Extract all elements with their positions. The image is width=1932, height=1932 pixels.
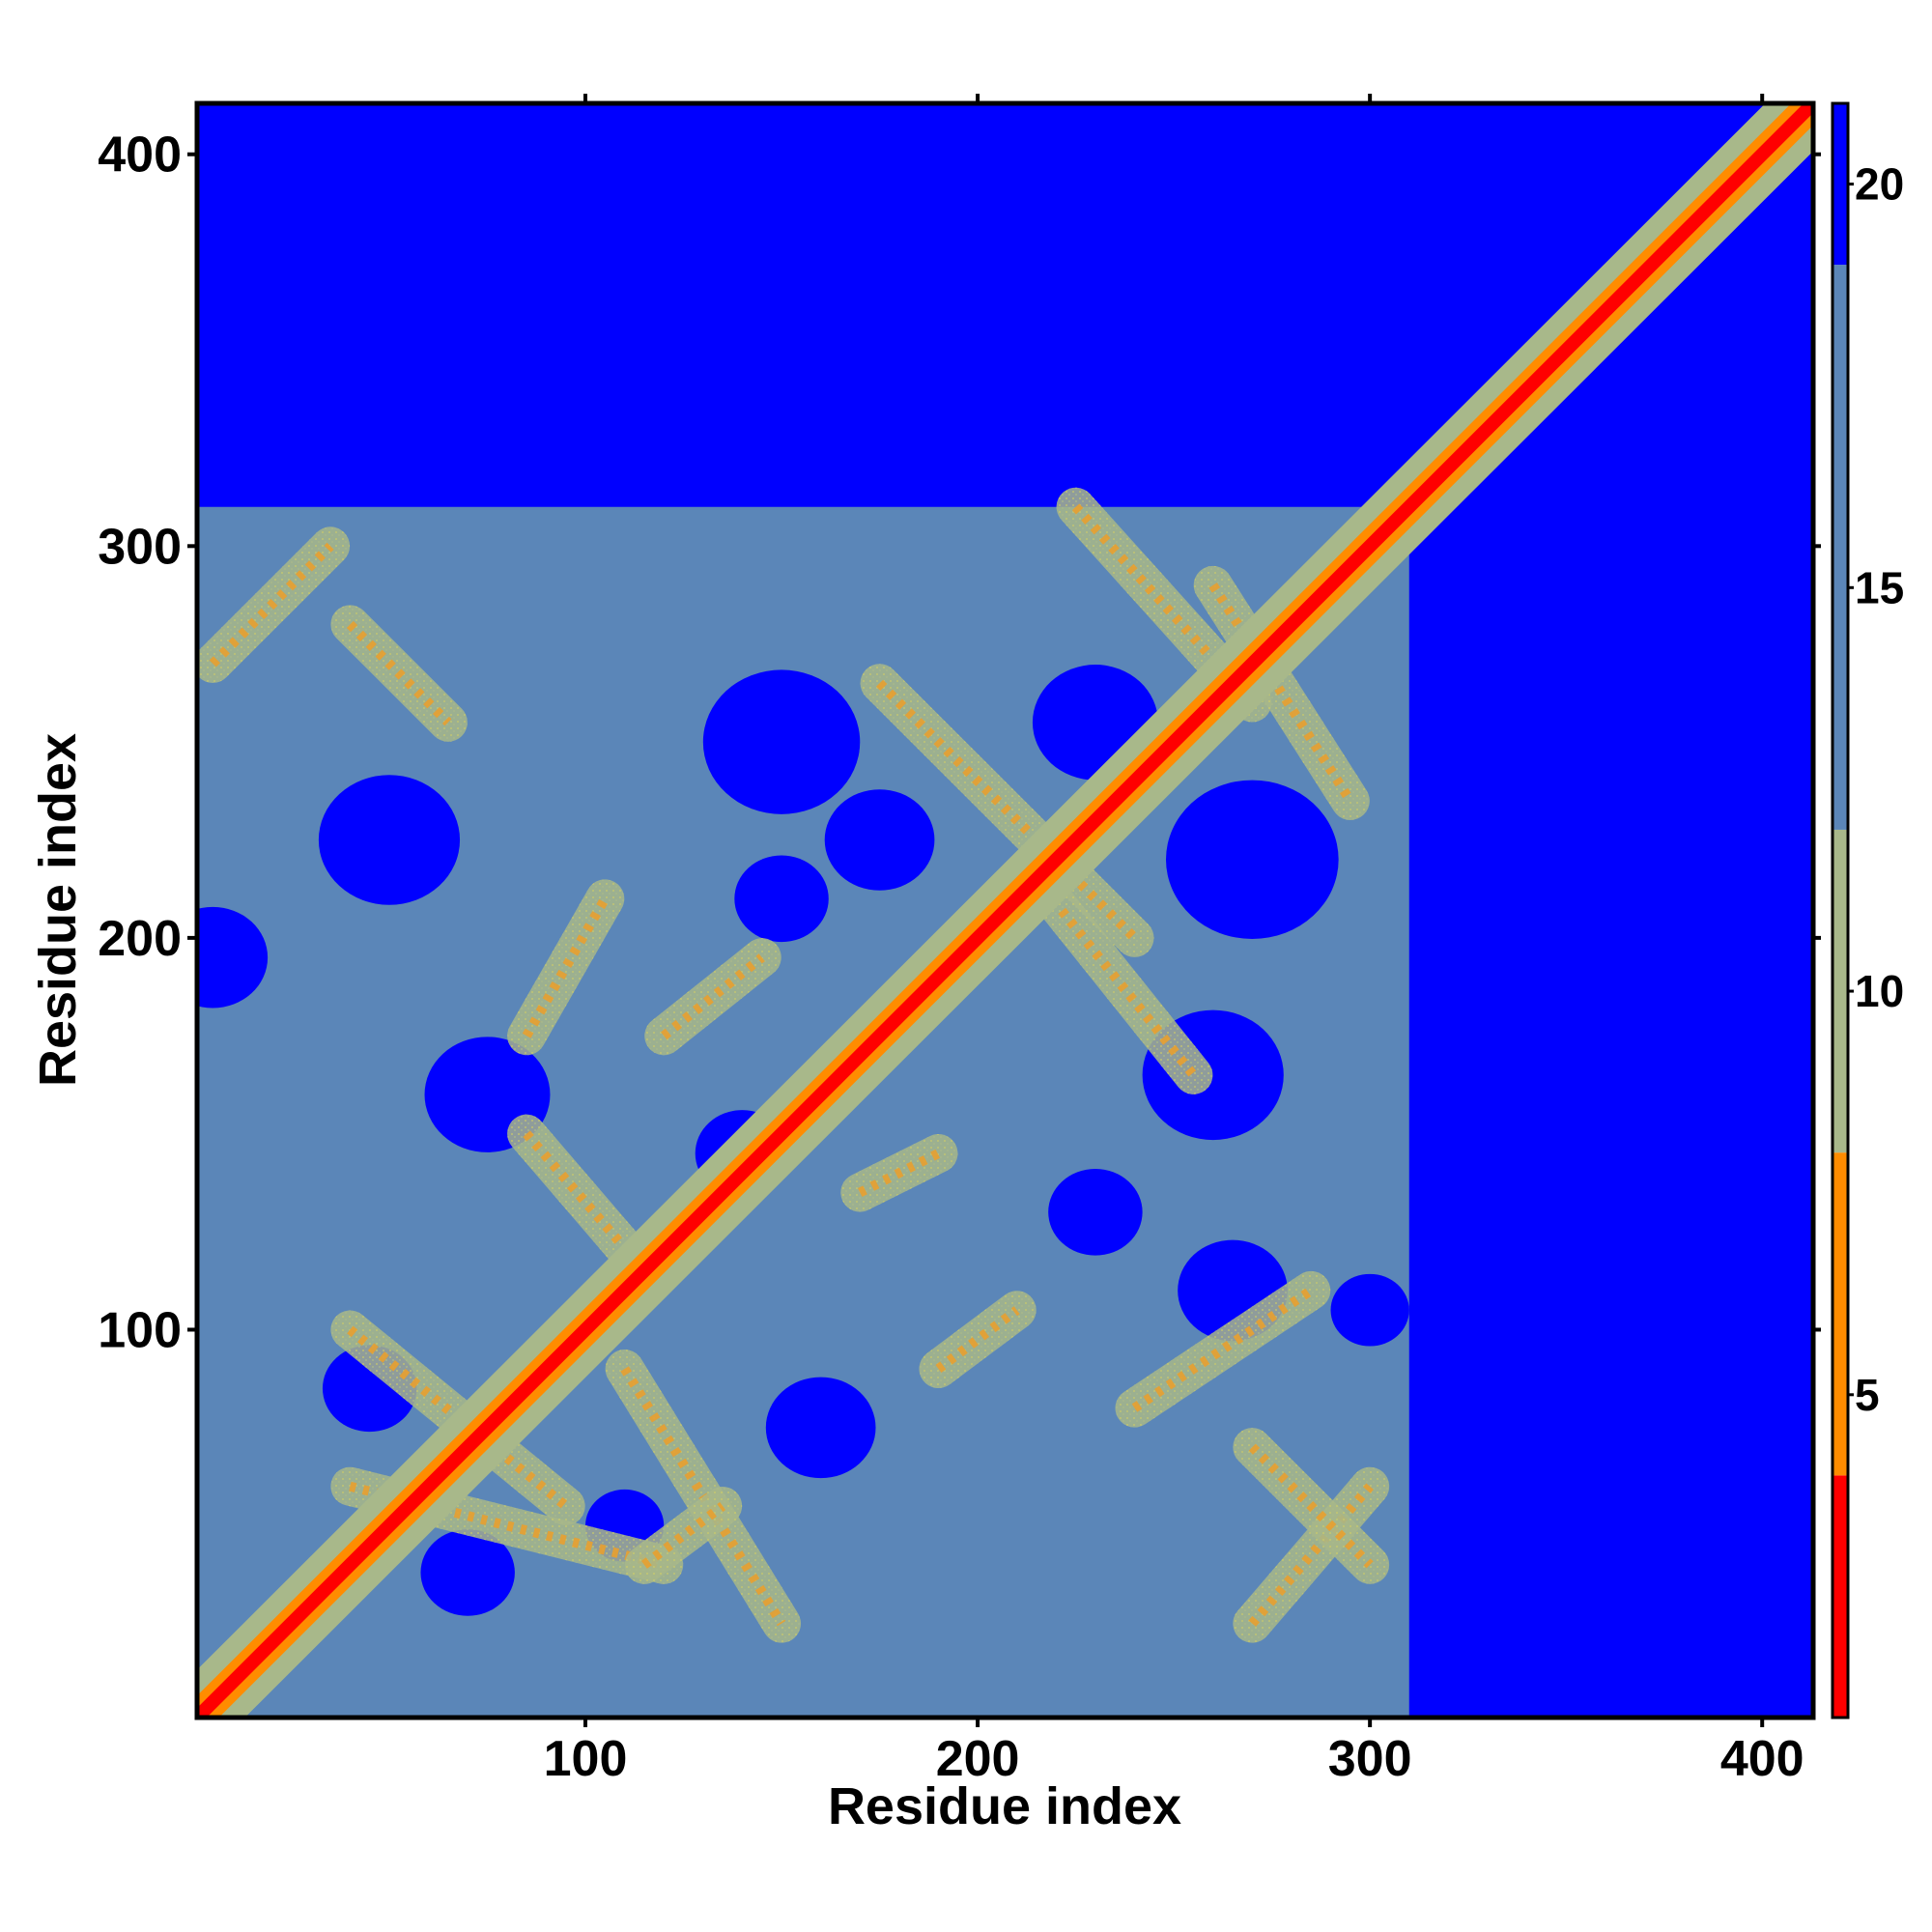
- contact-stripe: [1115, 1270, 1331, 1428]
- x-tick-label: 400: [1720, 1731, 1804, 1787]
- void-region: [197, 906, 269, 1009]
- y-tick-label: 400: [98, 128, 182, 184]
- contact-stripe-layer: [197, 487, 1390, 1643]
- diagonal-band: [197, 103, 1813, 1718]
- void-region: [765, 1377, 876, 1479]
- colorbar-segment: [1833, 1152, 1848, 1476]
- void-region: [1330, 1273, 1409, 1347]
- void-region: [734, 855, 829, 943]
- y-tick-label: 100: [98, 1302, 182, 1358]
- contact-stripe: [1233, 1466, 1390, 1643]
- y-tick-label: 200: [98, 911, 182, 967]
- contact-stripe: [1233, 1428, 1390, 1584]
- contact-stripe: [197, 526, 351, 683]
- contact-stripe: [1016, 860, 1213, 1094]
- colorbar-segment: [1833, 103, 1848, 266]
- y-axis: 100 200 300 400: [98, 128, 1821, 1358]
- void-region: [318, 775, 461, 905]
- x-tick-label: 100: [544, 1731, 628, 1787]
- x-tick-label: 200: [936, 1731, 1020, 1787]
- y-axis-title: Residue index: [29, 733, 87, 1087]
- void-region: [420, 1529, 515, 1616]
- x-axis: 100 200 300 400: [544, 94, 1804, 1787]
- heatmap-plot-area: [197, 103, 1813, 1718]
- contact-stripe: [919, 1291, 1037, 1389]
- void-region: [702, 669, 861, 814]
- contact-stripe: [507, 879, 625, 1056]
- contact-stripe: [624, 1486, 743, 1584]
- contact-stripe: [860, 664, 1154, 957]
- y-tick-label: 300: [98, 519, 182, 575]
- x-axis-title: Residue index: [828, 1777, 1181, 1835]
- colorbar-segment: [1833, 829, 1848, 1153]
- colorbar-tick-label: 5: [1855, 1370, 1880, 1420]
- void-region: [1048, 1168, 1143, 1256]
- colorbar-frame: [1831, 101, 1850, 1719]
- plot-frame: [194, 100, 1816, 1720]
- contact-stripe: [1193, 565, 1370, 820]
- contact-stripe: [605, 1350, 802, 1643]
- colorbar-segment: [1833, 265, 1848, 830]
- colorbar: 5 10 15 20: [1831, 101, 1904, 1719]
- colorbar-tick-label: 15: [1855, 562, 1904, 612]
- colorbar-segment: [1833, 1475, 1848, 1718]
- contact-stripe: [330, 605, 468, 742]
- contact-stripe: [840, 1133, 958, 1212]
- x-tick-label: 300: [1328, 1731, 1412, 1787]
- void-region: [824, 789, 935, 891]
- diagonal-band-layer: [197, 103, 1813, 1718]
- colorbar-tick-label: 20: [1855, 159, 1904, 210]
- contact-stripe: [644, 938, 781, 1056]
- colorbar-tick-label: 10: [1855, 966, 1904, 1016]
- void-region: [1165, 780, 1339, 939]
